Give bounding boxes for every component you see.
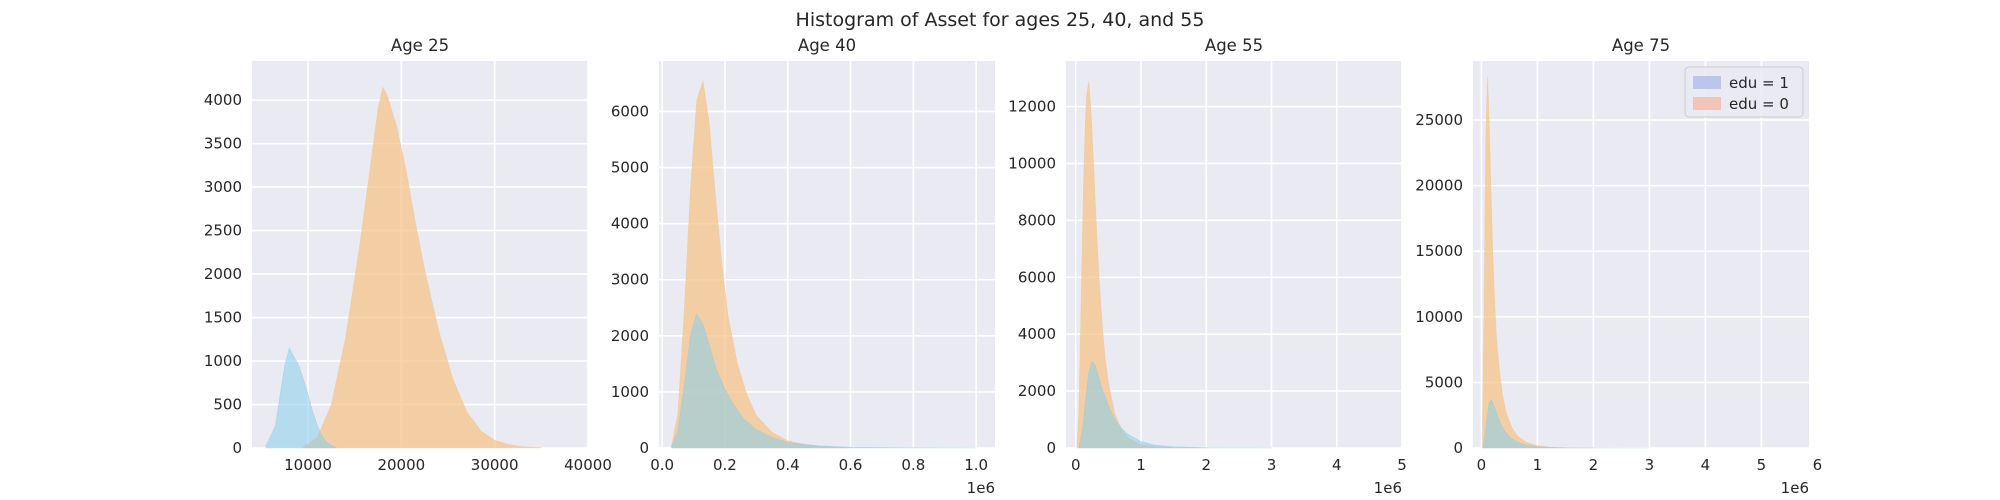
subplot-2: 0.0 0.2 0.4 0.6 0.8 1.0 0 1000 2000 3000 4000 5000 6…	[611, 36, 995, 497]
x-offset-label: 1e6	[1374, 479, 1402, 497]
y-tick-label: 0	[1453, 439, 1463, 457]
subplots: 10000 20000 30000 4000005001000150020002500…	[204, 36, 1822, 497]
y-tick-label: 5000	[611, 159, 649, 177]
x-tick-label: 0	[1071, 456, 1081, 474]
y-tick-label: 15000	[1415, 242, 1463, 260]
x-tick-label: 0.4	[776, 456, 800, 474]
y-tick-label: 1000	[204, 352, 242, 370]
subplot-3: 0 1 2 3 4 5 0 2000 4000 6000 8000 10000 12000 1e6 Age …	[1008, 36, 1406, 497]
subplot-title: Age 55	[1205, 36, 1263, 55]
histogram-series-edu-1	[265, 347, 337, 449]
subplot-title: Age 40	[798, 36, 856, 55]
histogram-series-edu-1	[1482, 398, 1650, 449]
histogram-series-edu-1	[1078, 360, 1272, 449]
y-tick-label: 6000	[1018, 268, 1056, 286]
subplot-title: Age 25	[391, 36, 449, 55]
y-tick-label: 20000	[1415, 177, 1463, 195]
y-tick-label: 2000	[611, 327, 649, 345]
y-tick-label: 10000	[1008, 154, 1056, 172]
x-tick-label: 1	[1533, 456, 1543, 474]
y-tick-label: 3000	[611, 271, 649, 289]
plot-area	[1066, 61, 1402, 448]
y-tick-label: 1500	[204, 309, 242, 327]
y-tick-label: 500	[213, 396, 242, 414]
y-tick-label: 3000	[204, 178, 242, 196]
x-tick-label: 1.0	[964, 456, 988, 474]
x-offset-label: 1e6	[967, 479, 995, 497]
y-tick-label: 3500	[204, 135, 242, 153]
histogram-series-edu-1	[671, 312, 977, 449]
y-tick-label: 2000	[1018, 382, 1056, 400]
x-tick-label: 0.0	[650, 456, 674, 474]
x-tick-label: 2	[1589, 456, 1599, 474]
y-tick-label: 12000	[1008, 98, 1056, 116]
x-tick-label: 2	[1201, 456, 1211, 474]
legend-label: edu = 0	[1729, 95, 1789, 113]
histogram-series-edu-0	[303, 86, 542, 449]
x-tick-label: 0.6	[839, 456, 863, 474]
y-tick-label: 4000	[611, 215, 649, 233]
x-tick-label: 30000	[471, 456, 519, 474]
subplot-title: Age 75	[1612, 36, 1670, 55]
x-tick-label: 4	[1701, 456, 1711, 474]
y-tick-label: 1000	[611, 383, 649, 401]
plot-area	[1473, 61, 1809, 448]
legend-label: edu = 1	[1729, 74, 1789, 92]
x-tick-label: 1	[1136, 456, 1146, 474]
y-tick-label: 2500	[204, 222, 242, 240]
y-tick-label: 5000	[1425, 373, 1463, 391]
x-tick-label: 10000	[284, 456, 332, 474]
y-tick-label: 2000	[204, 265, 242, 283]
suptitle: Histogram of Asset for ages 25, 40, and …	[796, 9, 1205, 31]
y-tick-label: 6000	[611, 102, 649, 120]
x-tick-label: 40000	[564, 456, 612, 474]
x-tick-label: 3	[1267, 456, 1277, 474]
x-tick-label: 20000	[377, 456, 425, 474]
subplot-1: 10000 20000 30000 40000 0 500 1000 1500 2000 2500…	[204, 36, 612, 474]
y-tick-label: 0	[1046, 439, 1056, 457]
x-tick-label: 0.2	[713, 456, 737, 474]
legend-swatch	[1693, 97, 1721, 110]
x-tick-label: 5	[1397, 456, 1407, 474]
legend: edu = 1 edu = 0	[1684, 66, 1804, 118]
y-tick-label: 4000	[1018, 325, 1056, 343]
x-tick-label: 6	[1813, 456, 1823, 474]
x-tick-label: 5	[1757, 456, 1767, 474]
x-offset-label: 1e6	[1781, 479, 1809, 497]
x-tick-label: 0.8	[901, 456, 925, 474]
subplot-4: 0 1 2 3 4 5 6 0 5000 10000 15000 20000 25000 1e6 Age 7…	[1415, 36, 1822, 497]
legend-swatch	[1693, 76, 1721, 89]
y-tick-label: 8000	[1018, 211, 1056, 229]
x-tick-label: 4	[1332, 456, 1342, 474]
x-tick-label: 0	[1477, 456, 1487, 474]
y-tick-label: 0	[639, 439, 649, 457]
y-tick-label: 4000	[204, 91, 242, 109]
y-tick-label: 0	[232, 439, 242, 457]
y-tick-label: 25000	[1415, 111, 1463, 129]
y-tick-label: 10000	[1415, 308, 1463, 326]
x-tick-label: 3	[1645, 456, 1655, 474]
